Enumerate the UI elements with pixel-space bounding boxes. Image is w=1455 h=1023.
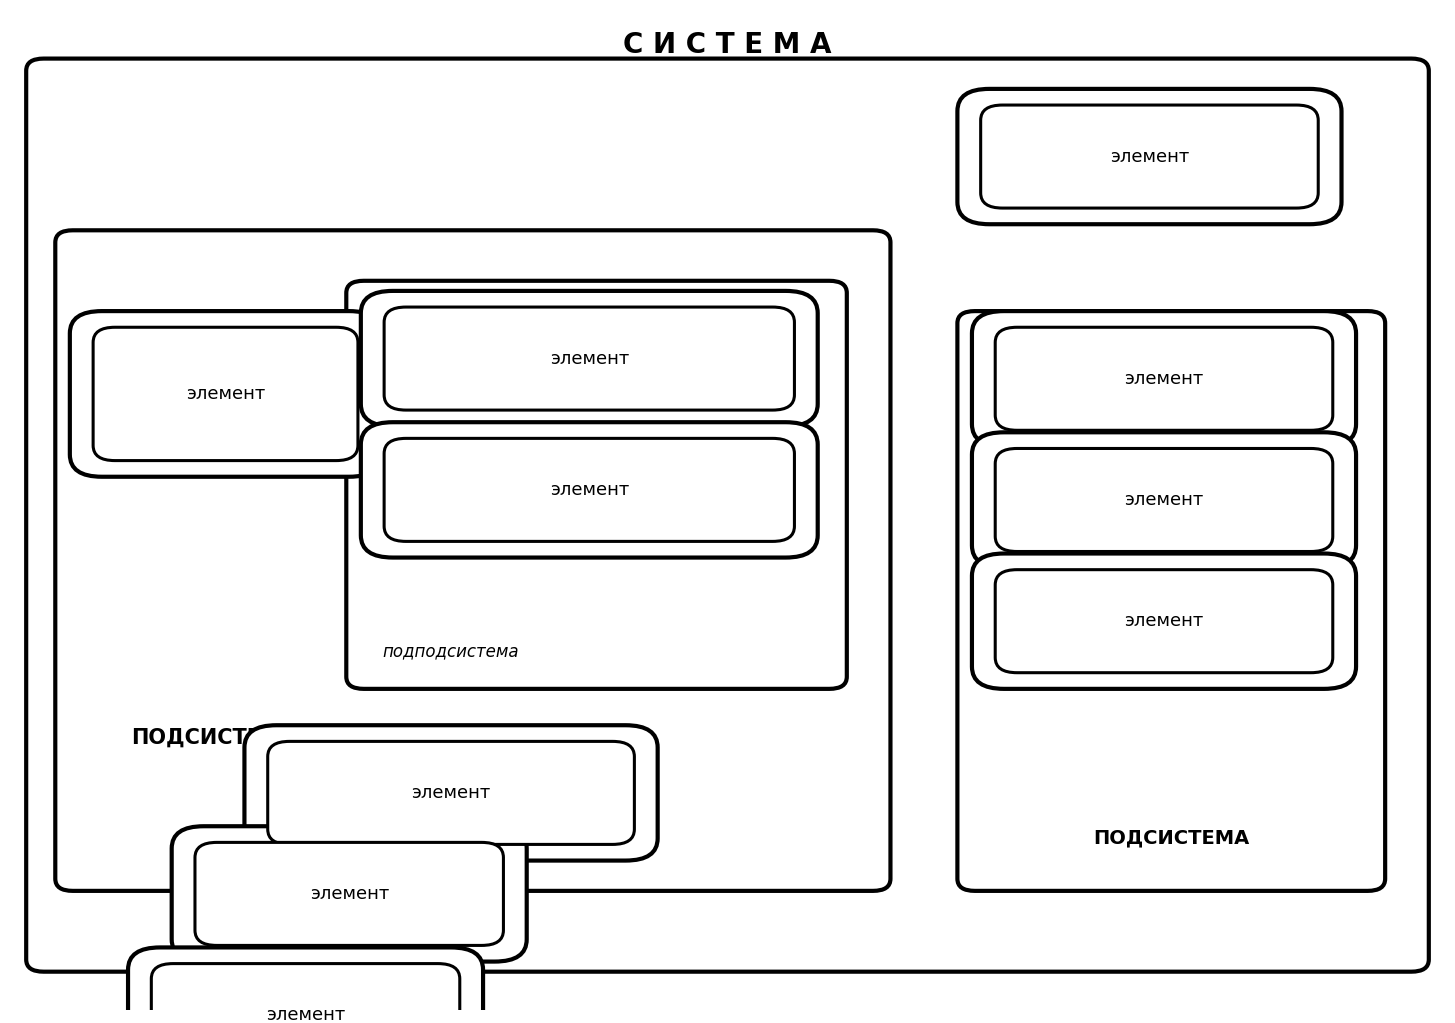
FancyBboxPatch shape xyxy=(995,448,1333,551)
Text: элемент: элемент xyxy=(310,885,388,903)
FancyBboxPatch shape xyxy=(244,725,658,860)
FancyBboxPatch shape xyxy=(995,570,1333,673)
Text: элемент: элемент xyxy=(1125,612,1203,630)
FancyBboxPatch shape xyxy=(972,553,1356,688)
FancyBboxPatch shape xyxy=(172,827,527,962)
FancyBboxPatch shape xyxy=(957,311,1385,891)
Text: ПОДСИСТЕМА: ПОДСИСТЕМА xyxy=(131,727,298,748)
FancyBboxPatch shape xyxy=(70,311,381,477)
FancyBboxPatch shape xyxy=(972,311,1356,446)
FancyBboxPatch shape xyxy=(93,327,358,460)
Text: подподсистема: подподсистема xyxy=(383,642,519,661)
Text: элемент: элемент xyxy=(1110,147,1189,166)
FancyBboxPatch shape xyxy=(995,327,1333,431)
Text: С И С Т Е М А: С И С Т Е М А xyxy=(623,32,832,59)
Text: элемент: элемент xyxy=(412,784,490,802)
FancyBboxPatch shape xyxy=(346,280,847,688)
FancyBboxPatch shape xyxy=(26,58,1429,972)
FancyBboxPatch shape xyxy=(981,105,1318,208)
FancyBboxPatch shape xyxy=(151,964,460,1023)
FancyBboxPatch shape xyxy=(195,842,503,945)
Text: элемент: элемент xyxy=(1125,491,1203,509)
Text: элемент: элемент xyxy=(550,481,629,499)
Text: элемент: элемент xyxy=(186,385,265,403)
FancyBboxPatch shape xyxy=(384,307,794,410)
FancyBboxPatch shape xyxy=(55,230,890,891)
FancyBboxPatch shape xyxy=(972,433,1356,568)
Text: элемент: элемент xyxy=(266,1006,345,1023)
Text: ПОДСИСТЕМА: ПОДСИСТЕМА xyxy=(1093,829,1250,848)
Text: элемент: элемент xyxy=(550,350,629,367)
FancyBboxPatch shape xyxy=(361,422,818,558)
FancyBboxPatch shape xyxy=(957,89,1342,224)
Text: элемент: элемент xyxy=(1125,369,1203,388)
FancyBboxPatch shape xyxy=(361,291,818,427)
FancyBboxPatch shape xyxy=(128,947,483,1023)
FancyBboxPatch shape xyxy=(268,742,634,844)
FancyBboxPatch shape xyxy=(384,439,794,541)
